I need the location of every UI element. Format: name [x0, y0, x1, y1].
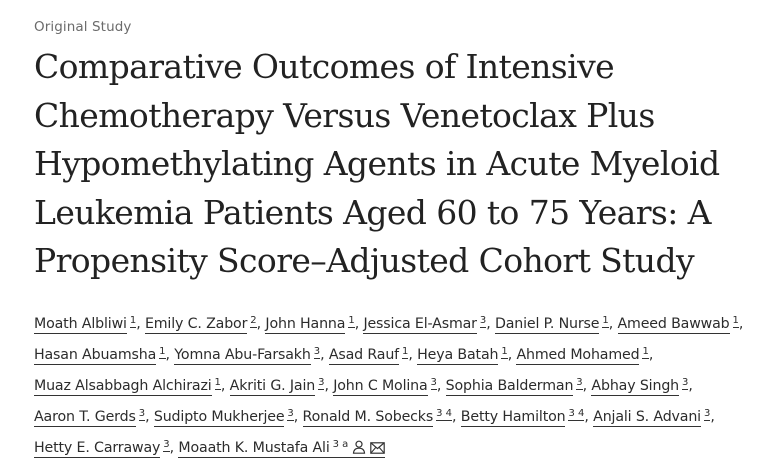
author-item[interactable]: Yomna Abu-Farsakh 3: [174, 345, 321, 365]
author-name-link[interactable]: Hasan Abuamsha: [34, 346, 157, 365]
author-separator: ,: [582, 377, 588, 394]
author-item[interactable]: Moaath K. Mustafa Ali 3 a: [178, 438, 386, 458]
affiliation-marker[interactable]: 3: [287, 407, 294, 421]
author-separator: ,: [145, 408, 150, 425]
author-item[interactable]: Emily C. Zabor 2: [144, 314, 257, 334]
affiliation-marker[interactable]: 3: [682, 376, 689, 390]
author-separator: ,: [486, 315, 491, 332]
author-item[interactable]: John C Molina 3: [333, 376, 437, 396]
author-name-link[interactable]: Ameed Bawwab: [617, 315, 730, 334]
author-name-link[interactable]: Sophia Balderman: [445, 377, 574, 396]
author-name-link[interactable]: Aaron T. Gerds: [34, 408, 136, 427]
affiliation-marker[interactable]: 1: [501, 345, 508, 359]
author-separator: ,: [710, 408, 715, 425]
author-name-link[interactable]: Daniel P. Nurse: [494, 315, 600, 334]
affiliation-marker[interactable]: 3: [430, 376, 437, 390]
author-name-link[interactable]: Ahmed Mohamed: [516, 346, 640, 365]
author-separator: ,: [169, 439, 175, 456]
author-item[interactable]: Hasan Abuamsha 1: [34, 345, 166, 365]
affiliation-marker[interactable]: 3 a: [332, 438, 349, 450]
affiliation-marker[interactable]: 3: [479, 314, 487, 328]
article-header: Original Study Comparative Outcomes of I…: [34, 0, 769, 462]
author-item[interactable]: Aaron T. Gerds 3: [34, 407, 146, 427]
author-separator: ,: [408, 346, 413, 363]
author-item[interactable]: Moath Albliwi 1: [34, 314, 137, 334]
envelope-icon[interactable]: [370, 441, 386, 454]
author-item[interactable]: Akriti G. Jain 3: [229, 376, 325, 396]
author-separator: ,: [136, 315, 141, 332]
author-separator: ,: [320, 346, 325, 363]
author-separator: ,: [293, 408, 299, 425]
author-name-link[interactable]: Asad Rauf: [328, 346, 400, 365]
author-name-link[interactable]: John C Molina: [333, 377, 428, 396]
author-name-link[interactable]: Heya Batah: [417, 346, 499, 365]
author-name-link[interactable]: Hetty E. Carraway: [34, 439, 161, 458]
author-separator: ,: [507, 346, 513, 363]
author-list: Moath Albliwi 1, Emily C. Zabor 2, John Ha…: [34, 307, 774, 462]
author-item[interactable]: Sophia Balderman 3: [445, 376, 583, 396]
author-item[interactable]: Abhay Singh 3: [591, 376, 689, 396]
affiliation-marker[interactable]: 1: [402, 345, 409, 359]
author-separator: ,: [452, 408, 457, 425]
affiliation-marker[interactable]: 3 4: [436, 407, 453, 421]
person-icon[interactable]: [352, 440, 366, 454]
author-name-link[interactable]: Abhay Singh: [591, 377, 680, 396]
author-item[interactable]: Ahmed Mohamed 1: [516, 345, 649, 365]
author-item[interactable]: Anjali S. Advani 3: [593, 407, 711, 427]
author-item[interactable]: Muaz Alsabbagh Alchirazi 1: [34, 376, 221, 396]
affiliation-marker[interactable]: 1: [129, 314, 137, 328]
author-name-link[interactable]: Yomna Abu-Farsakh: [174, 346, 311, 365]
affiliation-marker[interactable]: 3: [318, 376, 325, 390]
author-name-link[interactable]: Jessica El-Asmar: [363, 315, 477, 334]
author-item[interactable]: Betty Hamilton 3 4: [460, 407, 585, 427]
author-name-link[interactable]: Akriti G. Jain: [229, 377, 316, 396]
author-name-link[interactable]: Muaz Alsabbagh Alchirazi: [34, 377, 212, 396]
affiliation-marker[interactable]: 1: [159, 345, 166, 359]
author-item[interactable]: Hetty E. Carraway 3: [34, 438, 170, 458]
author-separator: ,: [436, 377, 442, 394]
author-name-link[interactable]: Betty Hamilton: [460, 408, 566, 427]
author-separator: ,: [608, 315, 614, 332]
author-separator: ,: [584, 408, 589, 425]
author-item[interactable]: Asad Rauf 1: [328, 345, 409, 365]
affiliation-marker[interactable]: 2: [250, 314, 257, 328]
author-separator: ,: [648, 346, 654, 363]
author-name-link[interactable]: John Hanna: [265, 315, 346, 334]
author-name-link[interactable]: Moaath K. Mustafa Ali: [178, 439, 330, 456]
author-separator: ,: [256, 315, 262, 332]
article-type-label: Original Study: [34, 19, 132, 35]
affiliation-marker[interactable]: 1: [732, 314, 739, 328]
author-name-link[interactable]: Ronald M. Sobecks: [302, 408, 434, 427]
author-separator: ,: [165, 346, 171, 363]
author-item[interactable]: John Hanna 1: [265, 314, 355, 334]
author-item[interactable]: Jessica El-Asmar 3: [363, 314, 487, 334]
affiliation-marker[interactable]: 3 4: [568, 407, 585, 421]
author-separator: ,: [738, 315, 744, 332]
affiliation-marker[interactable]: 3: [138, 407, 146, 421]
affiliation-marker[interactable]: 1: [642, 345, 649, 359]
affiliation-marker[interactable]: 3: [576, 376, 583, 390]
author-item[interactable]: Ronald M. Sobecks 3 4: [302, 407, 453, 427]
author-item[interactable]: Ameed Bawwab 1: [617, 314, 739, 334]
author-name-link[interactable]: Anjali S. Advani: [593, 408, 701, 427]
article-title: Comparative Outcomes of Intensive Chemot…: [34, 47, 720, 280]
author-separator: ,: [688, 377, 693, 394]
author-separator: ,: [324, 377, 329, 394]
affiliation-marker[interactable]: 3: [313, 345, 321, 359]
affiliation-marker[interactable]: 3: [703, 407, 711, 421]
author-item[interactable]: Sudipto Mukherjee 3: [153, 407, 294, 427]
affiliation-marker[interactable]: 1: [348, 314, 355, 328]
author-name-link[interactable]: Moath Albliwi: [34, 315, 127, 334]
author-name-link[interactable]: Sudipto Mukherjee: [153, 408, 285, 427]
author-item[interactable]: Heya Batah 1: [417, 345, 508, 365]
author-separator: ,: [220, 377, 226, 394]
affiliation-marker[interactable]: 1: [602, 314, 609, 328]
affiliation-marker[interactable]: 1: [214, 376, 221, 390]
author-item[interactable]: Daniel P. Nurse 1: [494, 314, 609, 334]
author-name-link[interactable]: Emily C. Zabor: [144, 315, 248, 334]
author-separator: ,: [354, 315, 360, 332]
